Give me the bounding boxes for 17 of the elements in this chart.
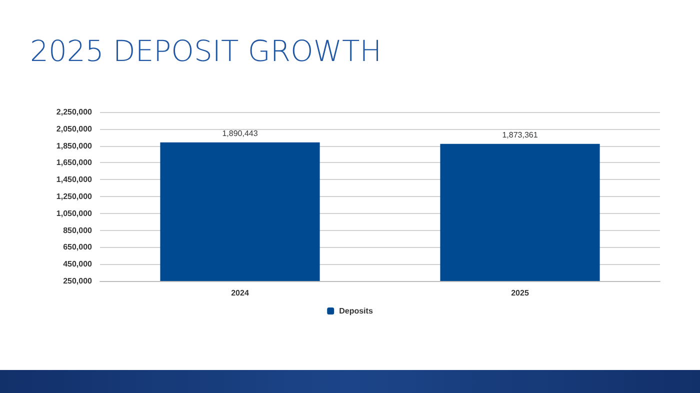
y-tick-label: 850,000 bbox=[63, 226, 93, 235]
y-tick-label: 2,050,000 bbox=[56, 124, 93, 134]
y-tick-label: 450,000 bbox=[63, 260, 93, 269]
y-tick-label: 650,000 bbox=[63, 242, 93, 252]
y-tick-label: 1,650,000 bbox=[56, 158, 93, 168]
y-tick-label: 1,250,000 bbox=[56, 192, 93, 201]
data-label: 1,890,443 bbox=[222, 128, 258, 138]
y-tick-label: 1,050,000 bbox=[56, 208, 93, 218]
x-tick-label: 2024 bbox=[231, 288, 250, 298]
y-tick-label: 250,000 bbox=[63, 276, 93, 286]
legend-label: Deposits bbox=[339, 306, 374, 316]
chart-title: 2025 DEPOSIT GROWTH bbox=[30, 34, 382, 68]
x-tick-label: 2025 bbox=[511, 288, 530, 298]
data-label: 1,873,361 bbox=[502, 130, 538, 140]
y-tick-label: 1,850,000 bbox=[56, 141, 93, 150]
y-tick-label: 2,250,000 bbox=[56, 108, 93, 116]
y-tick-label: 1,450,000 bbox=[56, 175, 93, 184]
